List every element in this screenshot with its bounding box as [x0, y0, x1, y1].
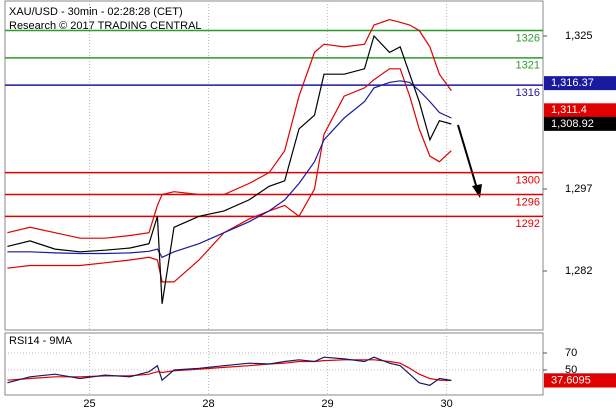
x-tick-label: 29	[321, 398, 333, 410]
x-tick-label: 25	[83, 398, 95, 410]
y-tick-label: 1,325	[565, 30, 593, 42]
series-line	[7, 80, 452, 259]
rsi-title: RSI14 - 9MA	[9, 335, 73, 347]
level-label: 1300	[516, 175, 540, 187]
price-tag	[544, 76, 616, 91]
y-tick-label: 1,297	[565, 183, 593, 195]
chart-subtitle: Research © 2017 TRADING CENTRAL	[9, 20, 202, 32]
series-line	[7, 68, 452, 283]
price-tag-label: 1,311.4	[551, 104, 587, 116]
price-tag	[544, 116, 616, 131]
y-tick-label: 1,282	[565, 265, 593, 277]
level-label: 1321	[516, 60, 540, 72]
series-line	[7, 34, 452, 304]
series-line	[7, 18, 452, 239]
y-tick-label: 50	[565, 364, 577, 376]
level-label: 1326	[516, 32, 540, 44]
arrow	[457, 124, 479, 193]
price-tag-label: 1,316.37	[551, 77, 594, 89]
series-line	[7, 356, 452, 386]
level-label: 1292	[516, 218, 540, 230]
x-tick-label: 28	[202, 398, 214, 410]
level-label: 1316	[516, 87, 540, 99]
price-tag-label: 1,308.92	[551, 118, 594, 130]
price-tag	[544, 103, 616, 118]
chart-title: XAU/USD - 30min - 02:28:28 (CET)	[9, 6, 183, 18]
y-tick-label: 70	[565, 347, 577, 359]
rsi-panel	[4, 332, 544, 396]
main-panel	[4, 0, 544, 331]
price-tag	[544, 373, 616, 388]
price-tag-label: 37.6095	[551, 374, 591, 386]
arrow-head	[472, 184, 482, 198]
x-tick-label: 30	[440, 398, 452, 410]
level-label: 1296	[516, 196, 540, 208]
